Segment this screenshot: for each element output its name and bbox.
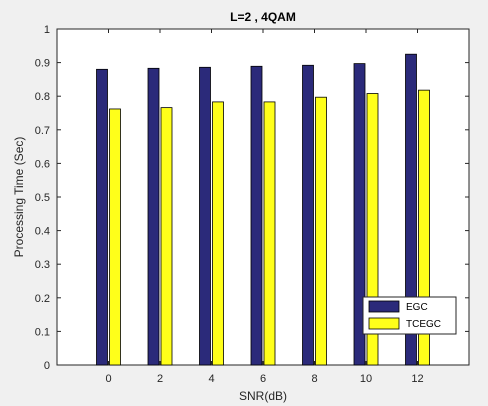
y-tick-label: 0.7 (35, 125, 50, 137)
bars-group (96, 53, 430, 366)
y-tick-label: 0.8 (35, 91, 50, 103)
x-tick-label: 0 (105, 373, 111, 385)
x-axis-label: SNR(dB) (239, 389, 287, 403)
legend: EGC TCEGC (362, 296, 457, 335)
y-tick-label: 1 (44, 24, 50, 36)
x-tick-label: 12 (411, 373, 423, 385)
y-tick-label: 0.3 (35, 259, 50, 271)
legend-label-egc: EGC (406, 302, 428, 313)
bar-tcegc-8 (315, 96, 327, 366)
bar-tcegc-6 (263, 101, 276, 366)
bar-tcegc-10 (366, 93, 379, 366)
y-tick-label: 0.1 (35, 326, 50, 338)
bar-egc-8 (302, 64, 314, 366)
x-tick-label: 6 (260, 373, 266, 385)
bar-egc-10 (353, 63, 366, 366)
bar-tcegc-12 (418, 89, 430, 366)
y-tick-label: 0.2 (35, 293, 50, 305)
x-tick-label: 4 (208, 373, 214, 385)
bar-egc-2 (147, 67, 160, 366)
y-tick-label: 0.6 (35, 158, 50, 170)
legend-swatch-egc (368, 300, 400, 313)
y-tick-label: 0.5 (35, 192, 50, 204)
y-tick-label: 0.4 (35, 226, 50, 238)
bar-tcegc-0 (109, 108, 121, 366)
legend-swatch-tcegc (368, 317, 400, 330)
y-tick-label: 0.9 (35, 58, 50, 70)
x-axis-ticks: 0 2 4 6 8 10 12 (105, 29, 424, 385)
x-tick-label: 8 (311, 373, 317, 385)
bar-tcegc-2 (160, 107, 173, 366)
bar-egc-12 (405, 53, 417, 366)
y-axis-ticks: 0 0.1 0.2 0.3 0.4 0.5 0.6 0.7 0.8 0.9 1 (35, 24, 469, 372)
bar-tcegc-4 (212, 101, 224, 366)
x-tick-label: 10 (360, 373, 372, 385)
legend-label-tcegc: TCEGC (406, 319, 441, 330)
y-tick-label: 0 (44, 360, 50, 372)
y-axis-label: Processing Time (Sec) (12, 137, 26, 258)
bar-egc-6 (250, 65, 263, 366)
bar-egc-0 (96, 68, 108, 366)
x-tick-label: 2 (157, 373, 163, 385)
chart-title: L=2 , 4QAM (230, 10, 296, 24)
bar-egc-4 (199, 66, 211, 366)
